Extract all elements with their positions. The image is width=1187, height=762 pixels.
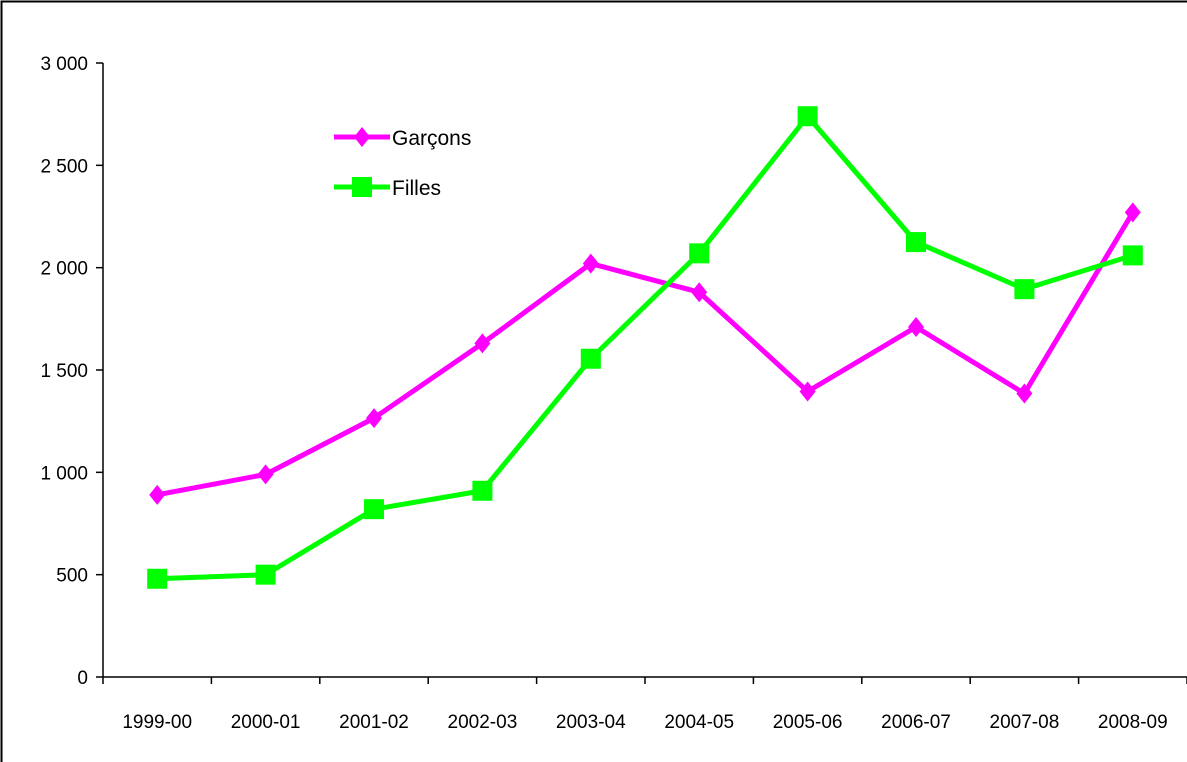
data-point [257,464,274,485]
data-point [1014,279,1035,300]
legend: Garçons Filles [334,127,471,200]
y-axis: 0 500 1 000 1 500 2 000 2 500 3 000 [40,54,104,689]
series-line [156,211,1135,498]
series-line [157,113,1134,582]
x-tick-label: 2003-04 [556,712,626,733]
data-point [797,106,818,127]
y-tick-label: 500 [56,566,88,587]
series-filles [147,106,1143,589]
data-point [147,568,168,589]
legend-marker [352,177,372,197]
series-layer [147,106,1143,589]
legend-marker [354,127,370,147]
x-tick-label: 2008-09 [1098,712,1168,733]
x-tick-label: 2007-08 [990,712,1060,733]
data-point [691,282,708,303]
legend-item: Garçons [334,127,471,150]
x-tick-label: 2004-05 [664,712,734,733]
y-tick-label: 0 [77,668,88,689]
x-tick-label: 2001-02 [339,712,409,733]
data-point [908,317,924,338]
data-point [1122,245,1143,266]
legend-label: Filles [392,177,441,200]
x-tick-label: 2005-06 [773,712,843,733]
x-tick-label: 2006-07 [881,712,951,733]
data-point [1016,383,1033,404]
legend-label: Garçons [392,127,471,150]
y-tick-label: 1 000 [40,463,88,484]
data-point [906,232,926,253]
data-point [689,243,710,264]
y-tick-label: 2 000 [40,259,88,280]
data-point [799,381,816,402]
data-point [582,253,599,274]
y-tick-label: 1 500 [40,361,88,382]
data-point [472,480,493,501]
data-point [149,484,166,505]
y-tick-label: 2 500 [40,156,88,177]
x-tick-label: 1999-00 [122,712,192,733]
x-tick-label: 2000-01 [231,712,301,733]
series-garcons [149,202,1141,505]
data-point [366,408,382,429]
legend-item: Filles [334,177,441,200]
x-tick-label: 2002-03 [448,712,518,733]
data-point [364,499,384,520]
data-point [474,333,491,354]
x-axis: 1999-00 2000-01 2001-02 2002-03 2003-04 2004-… [102,676,1187,733]
data-point [580,348,601,369]
y-tick-label: 3 000 [40,54,88,75]
data-point [255,564,276,585]
data-point [1124,202,1141,223]
